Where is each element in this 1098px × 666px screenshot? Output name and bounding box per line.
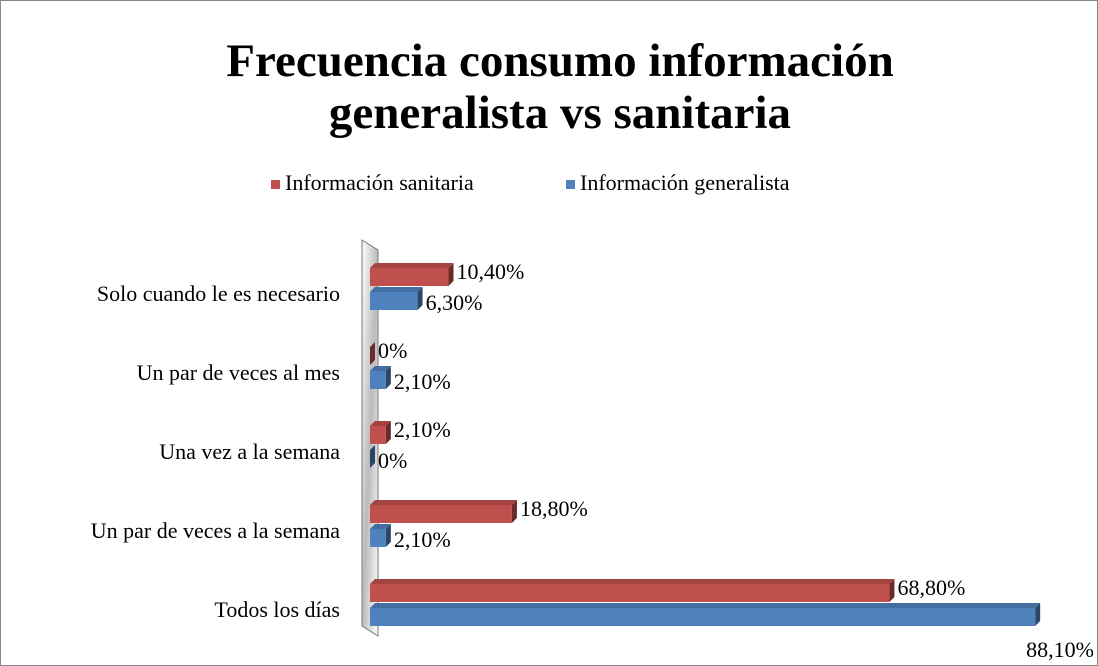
bar-side-face	[385, 366, 391, 389]
bar	[370, 529, 386, 547]
bar-top-face	[370, 263, 454, 268]
y-tick-label: Solo cuando le es necesario	[97, 281, 340, 306]
bar-side-face	[370, 342, 375, 365]
bar	[370, 608, 1036, 626]
y-tick-label: Un par de veces a la semana	[91, 518, 340, 543]
bar-top-face	[370, 366, 391, 371]
bar	[370, 584, 890, 602]
data-label: 0%	[378, 338, 407, 363]
bar-top-face	[370, 603, 1041, 608]
bar	[370, 268, 449, 286]
data-label: 88,10%	[1026, 637, 1094, 662]
y-tick-label: Una vez a la semana	[159, 439, 340, 464]
bar	[370, 292, 418, 310]
y-tick-label: Un par de veces al mes	[137, 360, 340, 385]
data-label: 2,10%	[394, 417, 451, 442]
bar-side-face	[385, 524, 391, 547]
data-label: 2,10%	[394, 369, 451, 394]
data-label: 0%	[378, 448, 407, 473]
data-label: 68,80%	[897, 575, 965, 600]
legend-label: Información generalista	[580, 170, 790, 195]
data-label: 18,80%	[520, 496, 588, 521]
bar-top-face	[370, 421, 391, 426]
data-label: 10,40%	[457, 259, 525, 284]
bar-side-face	[417, 287, 423, 310]
bar	[370, 371, 386, 389]
y-tick-label: Todos los días	[214, 597, 340, 622]
legend-swatch	[566, 180, 575, 189]
bar-top-face	[370, 500, 517, 505]
bar-side-face	[448, 263, 454, 286]
legend-label: Información sanitaria	[285, 170, 474, 195]
bar-top-face	[370, 579, 895, 584]
bar-side-face	[370, 445, 375, 468]
legend-swatch	[271, 180, 280, 189]
bar-top-face	[370, 287, 423, 292]
data-label: 2,10%	[394, 527, 451, 552]
bar-side-face	[1035, 603, 1041, 626]
chart-title: Frecuencia consumo información generalis…	[226, 35, 894, 139]
bar	[370, 505, 512, 523]
bar	[370, 426, 386, 444]
data-label: 6,30%	[426, 290, 483, 315]
bar-side-face	[385, 421, 391, 444]
bar-top-face	[370, 524, 391, 529]
bar-side-face	[511, 500, 517, 523]
bar-side-face	[889, 579, 895, 602]
